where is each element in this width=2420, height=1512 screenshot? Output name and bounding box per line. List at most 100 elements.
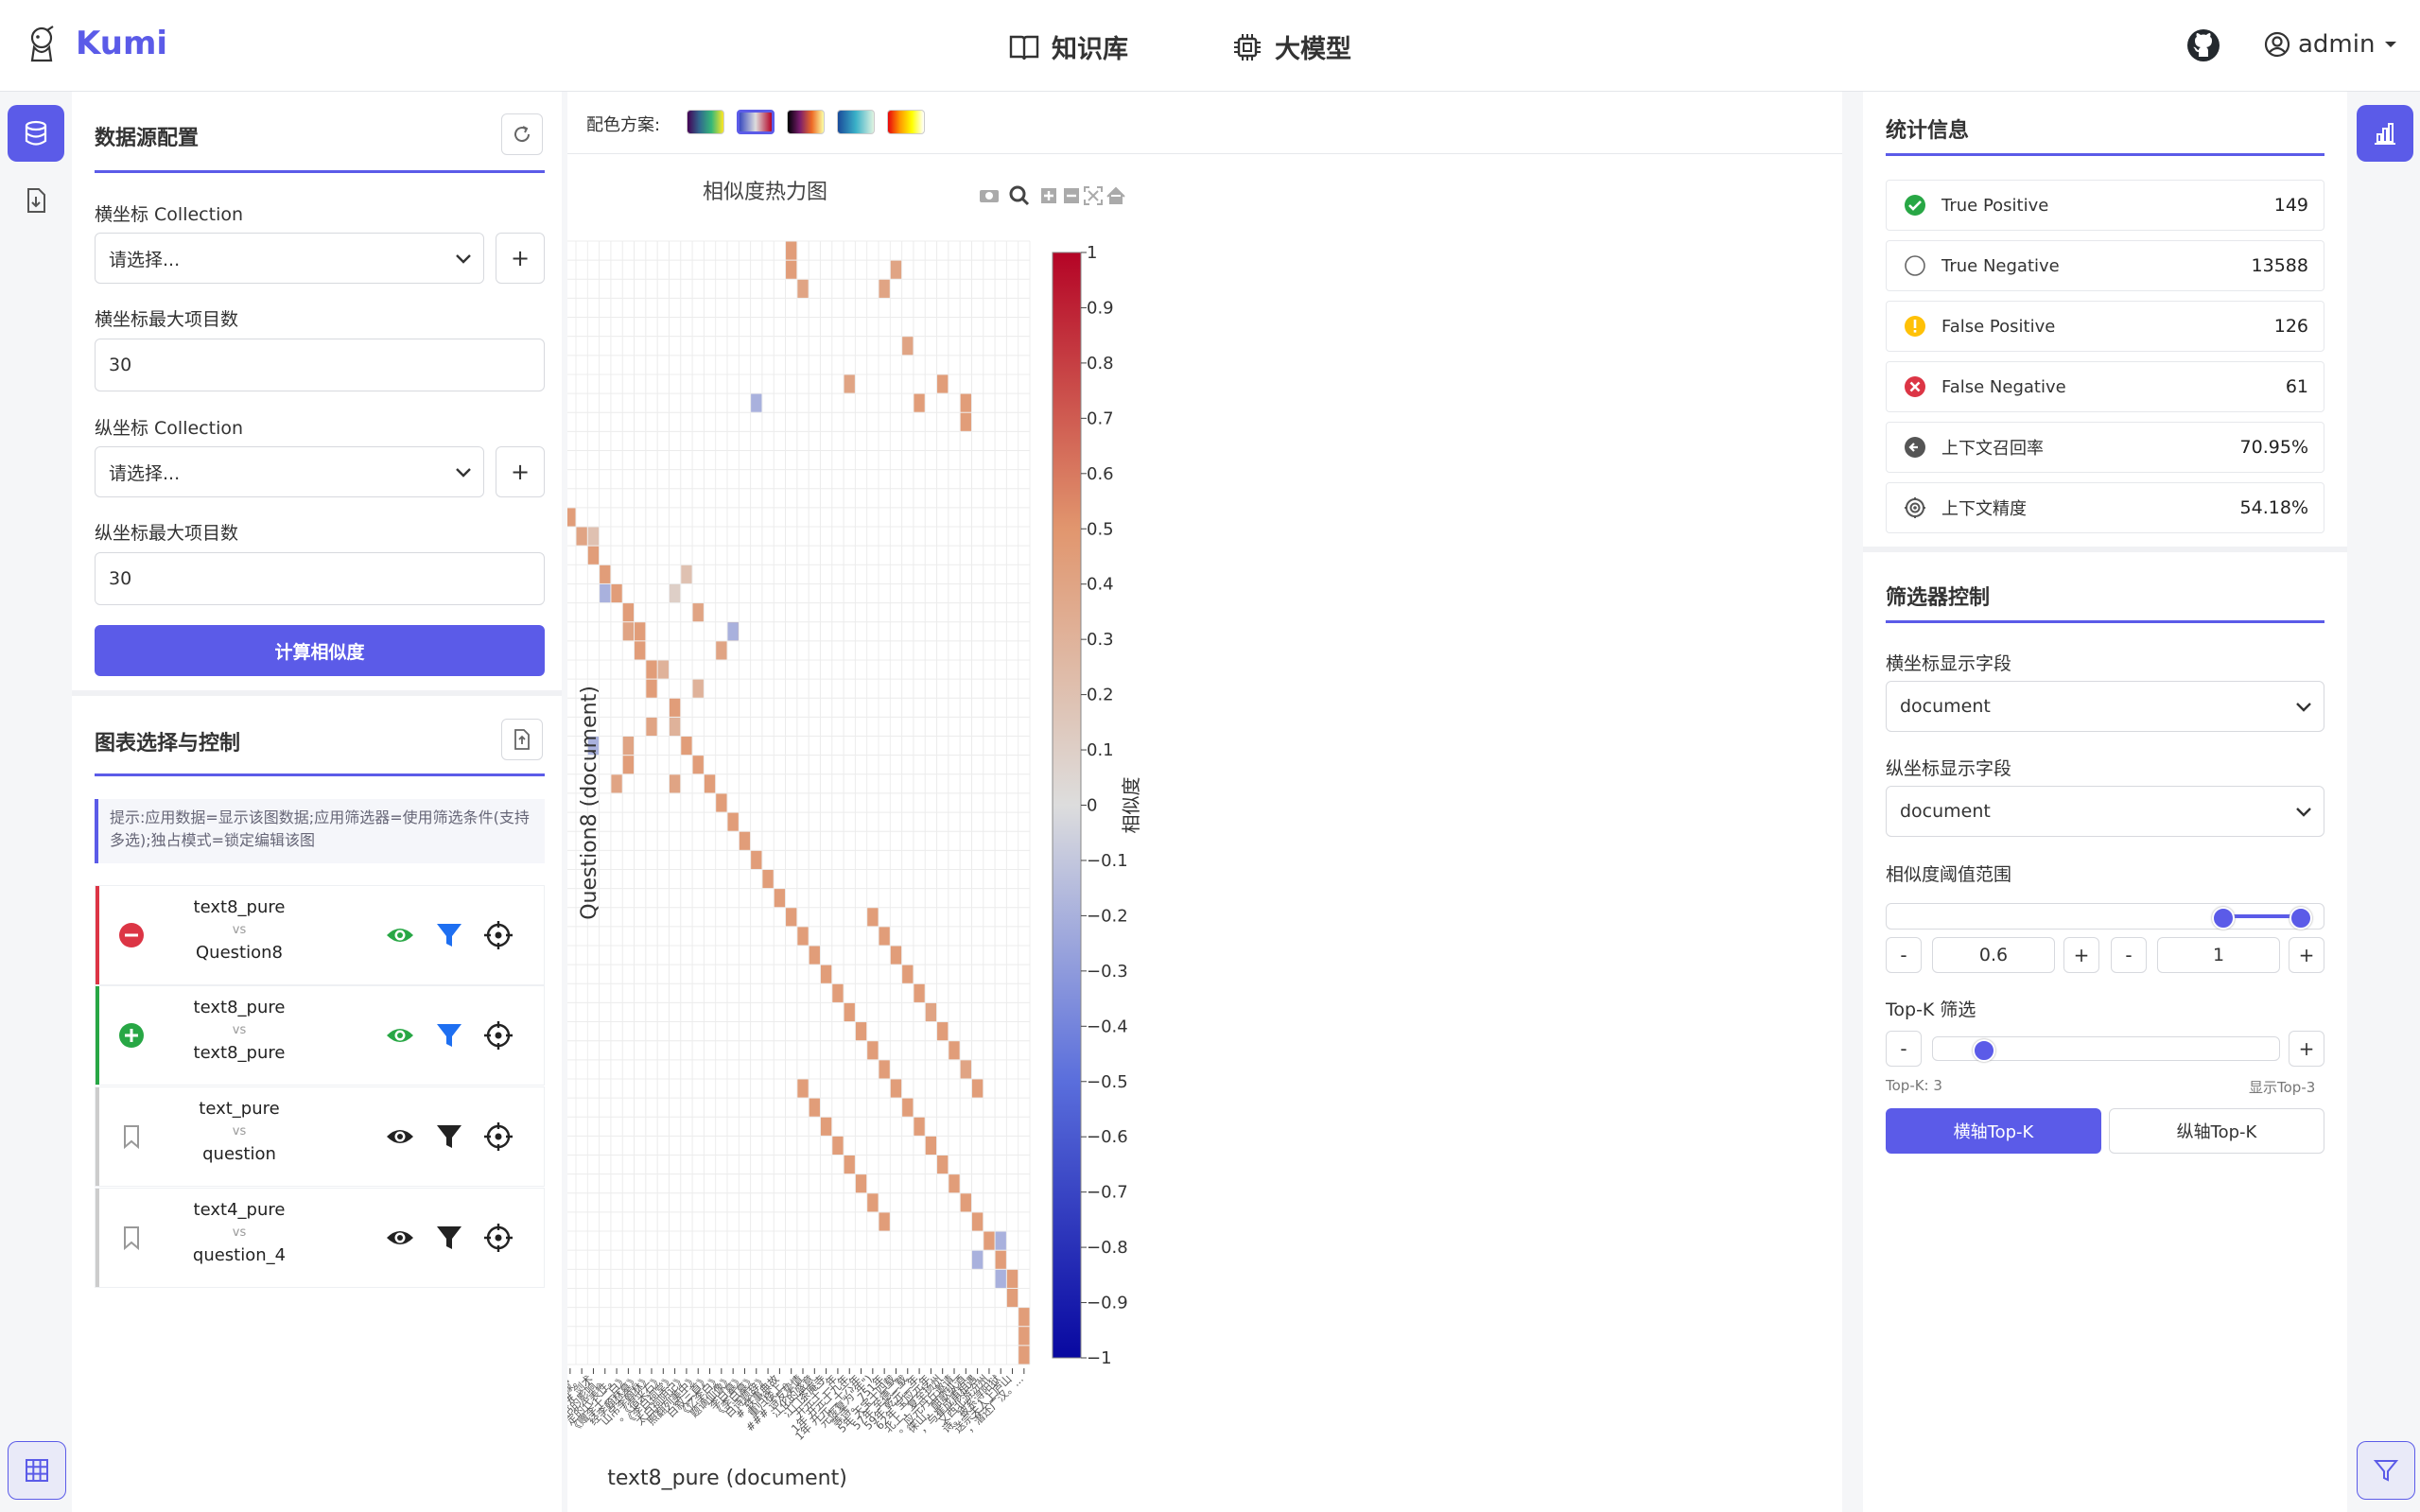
crosshair-icon[interactable] <box>483 1223 514 1253</box>
heatmap-cell[interactable] <box>995 1231 1006 1250</box>
heatmap-cell[interactable] <box>704 774 716 793</box>
rail-grid-button[interactable] <box>8 1441 66 1500</box>
heatmap-cell[interactable] <box>727 812 739 831</box>
heatmap-cell[interactable] <box>925 1136 937 1156</box>
x-max-input[interactable]: 30 <box>95 339 545 391</box>
heatmap-cell[interactable] <box>995 1269 1006 1288</box>
heatmap-cell[interactable] <box>960 1060 971 1079</box>
heatmap-cell[interactable] <box>879 927 890 946</box>
y-max-input[interactable]: 30 <box>95 552 545 605</box>
heatmap-cell[interactable] <box>867 1193 879 1212</box>
heatmap-cell[interactable] <box>669 583 681 603</box>
heatmap-cell[interactable] <box>1018 1346 1030 1364</box>
heatmap-cell[interactable] <box>902 337 914 356</box>
filter-icon[interactable] <box>434 1121 464 1152</box>
heatmap-cell[interactable] <box>890 260 902 279</box>
threshold-min-input[interactable]: 0.6 <box>1932 937 2055 973</box>
threshold-max-increment[interactable]: + <box>2289 937 2324 973</box>
chart-item-status[interactable] <box>118 1123 145 1154</box>
github-icon[interactable] <box>2186 28 2220 62</box>
colorscheme-swatch-viridis[interactable] <box>687 110 724 134</box>
heatmap-cell[interactable] <box>611 583 622 603</box>
heatmap-cell[interactable] <box>832 983 844 1002</box>
heatmap-cell[interactable] <box>890 1079 902 1098</box>
heatmap-cell[interactable] <box>971 1212 984 1231</box>
heatmap-cell[interactable] <box>832 1136 844 1156</box>
chart-item-status[interactable] <box>118 1225 145 1255</box>
heatmap-cell[interactable] <box>820 1117 832 1136</box>
compute-similarity-button[interactable]: 计算相似度 <box>95 625 545 676</box>
chart-item[interactable]: text4_pure vs question_4 <box>95 1188 545 1288</box>
heatmap-cell[interactable] <box>1006 1288 1018 1308</box>
heatmap-cell[interactable] <box>971 1250 984 1269</box>
heatmap-cell[interactable] <box>646 679 657 698</box>
heatmap-cell[interactable] <box>914 1117 925 1136</box>
y-collection-add-button[interactable]: + <box>496 446 545 497</box>
heatmap-cell[interactable] <box>669 698 681 717</box>
logo-icon[interactable] <box>25 25 59 62</box>
heatmap-cell[interactable] <box>762 869 774 889</box>
heatmap-cell[interactable] <box>914 983 925 1002</box>
eye-icon[interactable] <box>385 920 415 950</box>
heatmap-cell[interactable] <box>890 946 902 965</box>
heatmap-cell[interactable] <box>809 946 820 965</box>
heatmap-cell[interactable] <box>914 393 925 412</box>
heatmap-cell[interactable] <box>692 603 704 622</box>
topk-handle[interactable] <box>1973 1039 1996 1062</box>
heatmap-cell[interactable] <box>587 546 600 565</box>
threshold-range-slider[interactable] <box>1886 903 2324 930</box>
y-field-select[interactable]: document <box>1886 786 2324 837</box>
heatmap-cell[interactable] <box>681 737 692 756</box>
heatmap-cell[interactable] <box>727 622 739 641</box>
bookmark-icon[interactable] <box>118 1225 145 1251</box>
heatmap-chart[interactable]: 相似度热力图### 人物生平浩然相会于斯。秋，滞留洛阳。赋谋仕的原因。### 供… <box>567 161 1842 1512</box>
heatmap-cell[interactable] <box>797 927 809 946</box>
heatmap-cell[interactable] <box>786 241 797 260</box>
heatmap-cell[interactable] <box>567 508 576 527</box>
threshold-max-decrement[interactable]: - <box>2111 937 2147 973</box>
user-menu[interactable]: admin <box>2264 30 2399 59</box>
colorscheme-swatch-hot[interactable] <box>887 110 925 134</box>
nav-knowledge-base[interactable]: 知识库 <box>1008 28 1128 65</box>
chart-item[interactable]: text8_pure vs text8_pure <box>95 985 545 1086</box>
filter-icon[interactable] <box>434 1223 464 1253</box>
heatmap-cell[interactable] <box>949 1041 960 1060</box>
x-field-select[interactable]: document <box>1886 681 2324 732</box>
threshold-min-handle[interactable] <box>2211 907 2235 930</box>
heatmap-cell[interactable] <box>937 1156 949 1174</box>
heatmap-cell[interactable] <box>984 1231 995 1250</box>
heatmap-cell[interactable] <box>960 412 971 431</box>
heatmap-cell[interactable] <box>1006 1269 1018 1288</box>
chart-item-status[interactable] <box>118 922 145 952</box>
heatmap-cell[interactable] <box>576 527 587 546</box>
crosshair-icon[interactable] <box>483 1121 514 1152</box>
heatmap-cell[interactable] <box>600 583 611 603</box>
heatmap-cell[interactable] <box>751 393 762 412</box>
heatmap-cell[interactable] <box>622 622 635 641</box>
heatmap-cell[interactable] <box>809 1098 820 1117</box>
colorscheme-swatch-ocean[interactable] <box>837 110 875 134</box>
zoom-icon[interactable] <box>1009 185 1030 206</box>
topk-decrement[interactable]: - <box>1886 1031 1922 1067</box>
heatmap-cell[interactable] <box>646 717 657 737</box>
heatmap-cell[interactable] <box>949 1174 960 1193</box>
export-button[interactable] <box>501 719 543 760</box>
heatmap-cell[interactable] <box>751 850 762 869</box>
nav-llm[interactable]: 大模型 <box>1231 28 1351 65</box>
chart-item-status[interactable] <box>118 1022 145 1052</box>
heatmap-cell[interactable] <box>669 774 681 793</box>
autoscale-icon[interactable] <box>1084 186 1103 205</box>
x-collection-select[interactable]: 请选择... <box>95 233 484 284</box>
eye-icon[interactable] <box>385 1223 415 1253</box>
heatmap-cell[interactable] <box>786 260 797 279</box>
crosshair-icon[interactable] <box>483 920 514 950</box>
colorscheme-swatch-coolwarm[interactable] <box>737 110 775 134</box>
heatmap-cell[interactable] <box>1018 1308 1030 1327</box>
heatmap-cell[interactable] <box>657 660 669 679</box>
heatmap-cell[interactable] <box>739 831 751 850</box>
heatmap-cell[interactable] <box>844 1156 855 1174</box>
remove-circle-icon[interactable] <box>118 922 145 948</box>
y-topk-button[interactable]: 纵轴Top-K <box>2109 1108 2324 1154</box>
heatmap-cell[interactable] <box>681 565 692 583</box>
filter-icon[interactable] <box>434 920 464 950</box>
